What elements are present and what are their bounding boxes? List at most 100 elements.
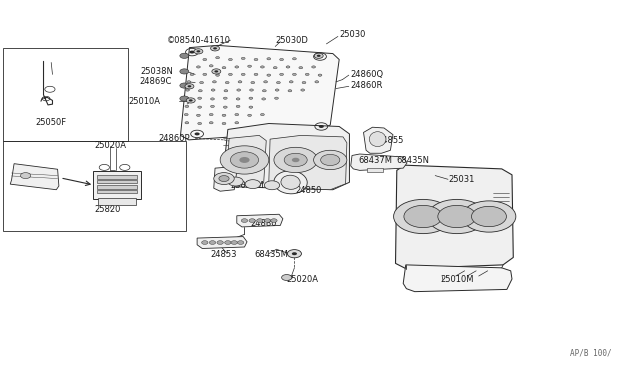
Circle shape	[228, 58, 232, 61]
Polygon shape	[10, 164, 59, 190]
Text: 25031M: 25031M	[230, 181, 264, 190]
Polygon shape	[269, 135, 347, 190]
Circle shape	[241, 57, 245, 60]
Circle shape	[245, 180, 260, 189]
Circle shape	[254, 73, 258, 76]
Circle shape	[185, 105, 189, 108]
Circle shape	[180, 69, 189, 74]
Circle shape	[211, 98, 214, 100]
Circle shape	[239, 157, 250, 163]
Circle shape	[274, 147, 317, 173]
Circle shape	[222, 122, 226, 125]
Circle shape	[312, 66, 316, 68]
Text: 25050F: 25050F	[35, 118, 67, 126]
Circle shape	[317, 55, 323, 58]
Circle shape	[292, 58, 296, 60]
Circle shape	[404, 205, 442, 228]
Polygon shape	[223, 124, 349, 190]
Text: 24853: 24853	[210, 250, 236, 259]
Circle shape	[198, 97, 202, 99]
Circle shape	[317, 55, 321, 57]
Circle shape	[318, 74, 322, 76]
Circle shape	[394, 199, 452, 234]
Circle shape	[224, 90, 228, 92]
Text: 24850: 24850	[296, 186, 322, 195]
Circle shape	[249, 106, 253, 108]
Ellipse shape	[369, 132, 386, 147]
Circle shape	[230, 152, 259, 168]
Text: 25030: 25030	[339, 31, 365, 39]
Circle shape	[315, 81, 319, 83]
Circle shape	[198, 122, 202, 125]
Circle shape	[188, 85, 191, 87]
Polygon shape	[180, 45, 339, 140]
Circle shape	[195, 132, 200, 135]
Circle shape	[305, 73, 309, 76]
Circle shape	[236, 98, 240, 100]
Circle shape	[237, 241, 244, 244]
Polygon shape	[237, 214, 283, 227]
Polygon shape	[403, 265, 512, 292]
Bar	[97, 180, 137, 183]
Circle shape	[214, 173, 234, 185]
Circle shape	[20, 173, 31, 179]
Circle shape	[428, 199, 486, 234]
Circle shape	[216, 57, 220, 59]
Text: 24880: 24880	[251, 219, 277, 228]
Text: 25031: 25031	[448, 175, 474, 184]
Circle shape	[289, 81, 293, 83]
Circle shape	[280, 73, 284, 76]
Text: 24860Q: 24860Q	[351, 70, 384, 79]
Circle shape	[222, 67, 226, 69]
Circle shape	[267, 74, 271, 76]
Circle shape	[235, 113, 239, 116]
Polygon shape	[197, 237, 247, 248]
Circle shape	[203, 58, 207, 61]
Circle shape	[186, 98, 195, 103]
Ellipse shape	[274, 171, 307, 194]
Circle shape	[209, 113, 213, 116]
Circle shape	[196, 66, 200, 68]
Polygon shape	[364, 127, 393, 153]
Circle shape	[223, 106, 227, 108]
Text: 24860R: 24860R	[351, 81, 383, 90]
Circle shape	[282, 275, 292, 280]
Bar	[97, 175, 137, 179]
Circle shape	[286, 66, 290, 68]
Text: 24855: 24855	[378, 136, 404, 145]
Circle shape	[211, 105, 214, 108]
Circle shape	[321, 154, 340, 166]
Circle shape	[288, 90, 292, 92]
Text: AP/B 100/: AP/B 100/	[570, 348, 611, 357]
Circle shape	[180, 83, 189, 88]
Circle shape	[472, 206, 506, 227]
Circle shape	[225, 81, 229, 84]
Text: 25030D: 25030D	[275, 36, 308, 45]
Circle shape	[209, 65, 213, 67]
Circle shape	[219, 176, 229, 182]
Text: 25038N: 25038N	[141, 67, 173, 76]
Text: 24869C: 24869C	[140, 77, 172, 86]
Bar	[93, 171, 141, 199]
Circle shape	[236, 105, 240, 108]
Polygon shape	[214, 167, 237, 191]
Circle shape	[257, 219, 263, 222]
Ellipse shape	[281, 175, 300, 189]
Circle shape	[284, 153, 307, 167]
Circle shape	[225, 241, 231, 244]
Circle shape	[209, 241, 216, 244]
Bar	[3, 141, 186, 231]
Circle shape	[223, 97, 227, 99]
Circle shape	[262, 98, 266, 100]
Circle shape	[185, 84, 194, 89]
Circle shape	[238, 81, 242, 83]
Circle shape	[211, 89, 215, 91]
Circle shape	[235, 122, 239, 124]
Circle shape	[299, 67, 303, 69]
Circle shape	[280, 58, 284, 61]
Circle shape	[319, 125, 324, 128]
Circle shape	[249, 219, 255, 222]
Text: 25020A: 25020A	[95, 141, 127, 150]
Circle shape	[264, 219, 271, 222]
Circle shape	[217, 241, 223, 244]
